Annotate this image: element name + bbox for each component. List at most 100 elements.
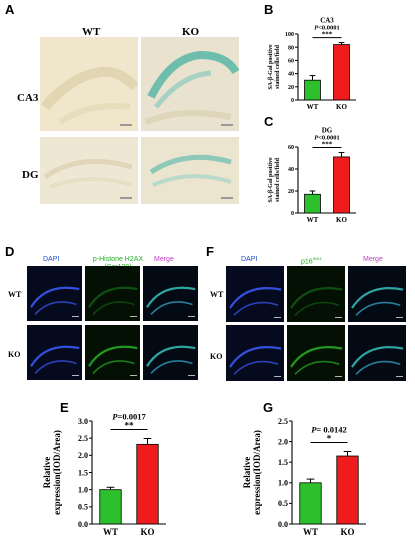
panel-f-ink4-sup: INK4 (312, 256, 322, 261)
chart-g-bar-wt (299, 482, 322, 525)
panel-letter-c: C (264, 114, 274, 129)
panel-d-micrograph-r2-dapi (27, 325, 82, 380)
panel-letter-d: D (5, 244, 15, 259)
panel-f-green-overlay (351, 346, 404, 368)
panel-f-cell-layer-2 (294, 360, 340, 375)
chart-b-pvalue-p: P (314, 25, 319, 32)
chart-g-pvalue-rest: = 0.0142 (316, 424, 346, 434)
panel-a-col-ko: KO (182, 26, 200, 38)
panel-f-micrograph-r2-dapi-svg (226, 325, 284, 381)
panel-f-cell-layer-2 (355, 301, 401, 316)
panel-d-scale-bar (130, 375, 137, 376)
chart-e-xtick-label: KO (140, 527, 154, 537)
micrograph-ca3-ko (141, 37, 239, 131)
chart-c-pvalue-rest: <0.0001 (318, 135, 340, 142)
chart-e-ytick-label: 3.0 (78, 417, 88, 426)
panel-a-row-dg: DG (22, 169, 39, 181)
panel-d-dapi-label: DAPI (43, 256, 60, 263)
chart-e-plot: 0.00.51.01.52.02.53.0WT KO**P=0.0017Relat… (42, 412, 166, 537)
panel-f-micrograph-r2-green (287, 325, 345, 381)
chart-c-title: DG (322, 127, 333, 135)
chart-e: 0.00.51.01.52.02.53.0WT KO**P=0.0017Relat… (42, 412, 166, 537)
panel-d-green-overlay (146, 287, 196, 308)
panel-d-micrograph-r1-dapi-svg (27, 266, 82, 321)
chart-g-ytick-label: 0.0 (278, 520, 288, 529)
chart-e-xtick-label: WT (103, 527, 118, 537)
chart-b-bar-wt (304, 79, 321, 101)
chart-g-ylabel-line: Relative (242, 457, 252, 489)
micrograph-dg-wt (40, 137, 138, 204)
panel-f-cell-layer-2 (233, 360, 279, 375)
panel-d-cell-layer-2 (150, 360, 193, 374)
panel-f-cell-layer (229, 346, 282, 368)
panel-d-scale-bar (188, 316, 195, 317)
chart-e-ytick-label: 2.5 (78, 434, 88, 443)
chart-b-pvalue-rest: <0.0001 (318, 25, 340, 32)
chart-g-ytick-label: 1.0 (278, 479, 288, 488)
chart-c-ylabel-line: SA-β-Gal positive (268, 157, 274, 203)
chart-c-ytick-label: 40 (288, 167, 294, 173)
chart-e-ytick-label: 0.5 (78, 503, 88, 512)
panel-f-scale-bar (274, 376, 281, 377)
chart-b-ylabel-line: stained cells/field (275, 44, 281, 88)
panel-d-bg (85, 266, 140, 321)
panel-d-bg (85, 325, 140, 380)
chart-b-ytick-label: 100 (285, 32, 294, 38)
chart-b-ylabel-line: SA-β-Gal positive (268, 44, 274, 90)
panel-f-merge-label: Merge (363, 256, 383, 263)
chart-g-pvalue-p: P (311, 424, 317, 434)
chart-c-ylabel-line: stained cells/field (275, 157, 281, 201)
chart-b-ytick-label: 20 (288, 85, 294, 91)
chart-g-ylabel-line: expression(IOD/Area) (252, 430, 262, 515)
panel-d-merge-label: Merge (154, 256, 174, 263)
panel-a-col-wt: WT (82, 26, 101, 38)
chart-b-title: CA3 (320, 17, 334, 25)
panel-f-micrograph-r2-merge-svg (348, 325, 406, 381)
chart-c-ytick-label: 60 (288, 145, 294, 151)
panel-letter-g: G (263, 400, 274, 415)
chart-g: 0.00.51.01.52.02.5WT KO*P= 0.0142Relative… (242, 417, 366, 537)
chart-g-xtick-label: KO (340, 527, 354, 537)
chart-g-pvalue: P= 0.0142 (311, 424, 347, 434)
panel-f-micrograph-r1-green (287, 266, 345, 322)
panel-f-p16-label: p16INK4 (301, 256, 322, 265)
panel-f-cell-layer (290, 346, 343, 368)
panel-d-micrograph-r2-green-svg (85, 325, 140, 380)
panel-f-micrograph-r2-merge (348, 325, 406, 381)
chart-b-ytick-label: 0 (291, 98, 294, 104)
chart-g-plot: 0.00.51.01.52.02.5WT KO*P= 0.0142Relative… (242, 417, 366, 537)
chart-c-xtick-label: WT (307, 216, 319, 224)
panel-d-scale-bar (72, 316, 79, 317)
chart-c-bar-wt (304, 193, 321, 214)
chart-b-xtick-label: WT (307, 103, 319, 111)
panel-d-cell-layer-2 (150, 301, 193, 315)
chart-b-ytick-label: 60 (288, 59, 294, 65)
chart-e-ylabel-line: Relative (42, 457, 52, 489)
panel-f-row-wt: WT (210, 290, 224, 299)
panel-f-micrograph-r1-green-svg (287, 266, 345, 322)
panel-d-cell-layer (88, 345, 138, 367)
chart-g-bar-ko (336, 455, 359, 525)
panel-d-cell-layer-2 (92, 301, 135, 315)
panel-f-scale-bar (396, 317, 403, 318)
chart-c-xtick-label: KO (336, 216, 347, 224)
panel-f-cell-layer-2 (294, 301, 340, 316)
panel-f-cell-layer-2 (233, 301, 279, 316)
chart-e-pvalue-p: P (112, 412, 118, 422)
chart-g-sig-stars: * (327, 433, 332, 443)
panel-letter-f: F (206, 244, 214, 259)
panel-d-cell-layer-2 (34, 360, 77, 374)
panel-d-scale-bar (130, 316, 137, 317)
micrograph-ca3-wt (40, 37, 138, 131)
chart-c-ytick-label: 20 (288, 189, 294, 195)
chart-g-ytick-label: 2.0 (278, 437, 288, 446)
panel-d-bg (27, 325, 82, 380)
panel-d-scale-bar (72, 375, 79, 376)
panel-d-micrograph-r1-green (85, 266, 140, 321)
chart-e-ytick-label: 1.0 (78, 485, 88, 494)
panel-a-row-ca3: CA3 (17, 92, 39, 104)
